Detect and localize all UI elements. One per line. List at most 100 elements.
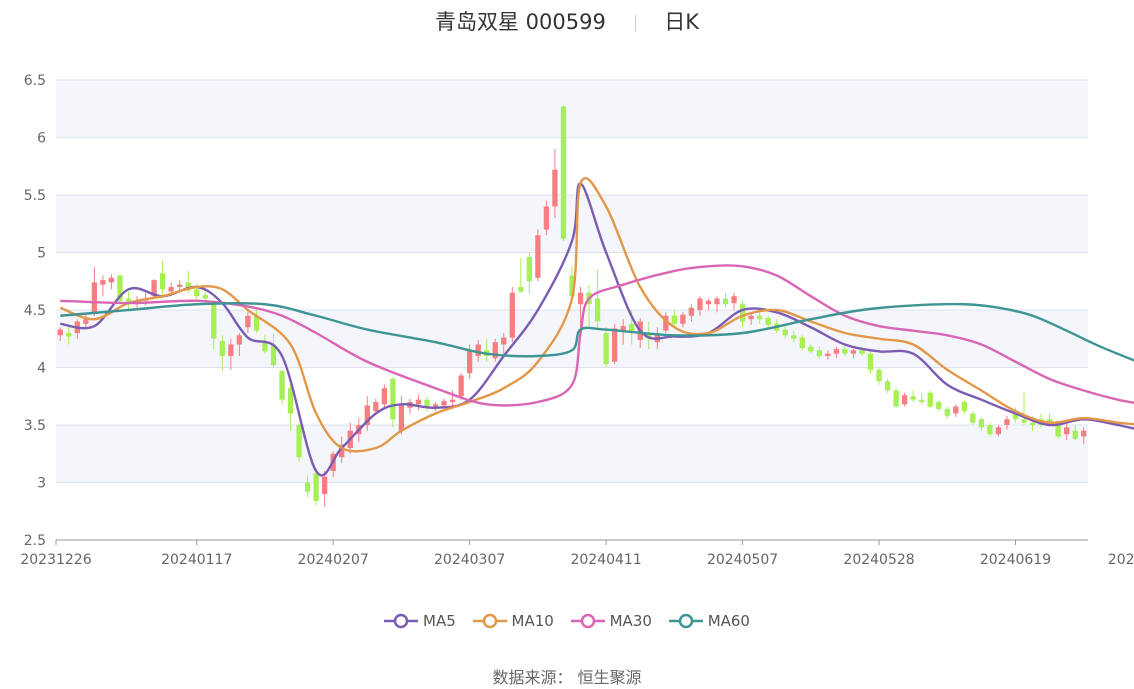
- header-separator: [634, 15, 636, 31]
- legend-label-ma30: MA30: [609, 612, 652, 630]
- legend-item-ma60[interactable]: MA60: [668, 612, 750, 630]
- candle-body: [364, 405, 370, 425]
- candle-body: [714, 298, 720, 305]
- ma30-legend-icon: [570, 613, 605, 629]
- candle-body: [961, 402, 967, 412]
- candle-body: [765, 318, 771, 325]
- candle-body: [594, 298, 601, 322]
- candle-body: [842, 349, 848, 354]
- y-tick-label: 4: [37, 361, 46, 377]
- y-tick-label: 4.5: [24, 303, 46, 319]
- ma10-legend-icon: [472, 613, 507, 629]
- candle-body: [629, 323, 635, 333]
- candle-body: [543, 206, 550, 230]
- candle-body: [245, 315, 251, 328]
- candle-body: [279, 370, 285, 400]
- candle-body: [287, 388, 294, 414]
- candle-body: [884, 381, 891, 391]
- candle-body: [663, 315, 669, 331]
- candle-body: [194, 289, 200, 297]
- candle-body: [467, 350, 473, 374]
- candle-body: [688, 307, 695, 316]
- legend-item-ma5[interactable]: MA5: [384, 612, 456, 630]
- candle-body: [833, 349, 840, 354]
- candle-body: [970, 413, 976, 423]
- candle-body: [57, 329, 63, 336]
- candle-body: [552, 169, 558, 207]
- y-tick-label: 5.5: [24, 188, 46, 204]
- candle-body: [304, 482, 311, 492]
- stock-code: 000599: [525, 10, 606, 34]
- x-tick-label: 20240528: [843, 552, 914, 568]
- candle-body: [876, 369, 882, 382]
- candle-body: [492, 342, 498, 359]
- candle-body: [518, 287, 524, 292]
- candle-body: [791, 335, 797, 339]
- x-tick-label: 20240411: [570, 552, 641, 568]
- source-provider: 恒生聚源: [577, 668, 642, 687]
- legend-label-ma5: MA5: [423, 612, 456, 630]
- candle-body: [799, 337, 805, 348]
- candle-body: [108, 277, 115, 283]
- ma10-legend-circle: [482, 613, 497, 629]
- candle-body: [671, 315, 677, 324]
- candle-body: [620, 326, 626, 331]
- candle-body: [893, 390, 899, 407]
- candle-body: [91, 282, 98, 313]
- candle-body: [236, 335, 243, 345]
- candle-body: [1055, 425, 1061, 437]
- candle-body: [867, 353, 874, 370]
- candle-body: [995, 427, 1002, 435]
- legend-item-ma30[interactable]: MA30: [570, 612, 652, 630]
- candle-body: [1012, 411, 1019, 420]
- candle-body: [612, 328, 618, 362]
- legend-label-ma10: MA10: [511, 612, 554, 630]
- candle-body: [910, 396, 916, 400]
- candle-body: [501, 337, 507, 345]
- candle-body: [168, 287, 174, 292]
- candle-body: [927, 392, 933, 407]
- candle-body: [756, 315, 763, 320]
- y-tick-label: 2.5: [24, 533, 46, 549]
- candle-body: [987, 425, 993, 435]
- candle-body: [1081, 430, 1087, 437]
- candle-body: [577, 292, 584, 305]
- x-tick-label: 20240619: [980, 552, 1051, 568]
- candle-body: [731, 296, 737, 304]
- candle-body: [373, 402, 379, 412]
- candle-body: [475, 344, 481, 356]
- candle-body: [1046, 419, 1053, 423]
- candle-body: [398, 404, 405, 431]
- stock-name: 青岛双星: [434, 10, 519, 34]
- legend: MA5 MA10 MA30 MA60: [0, 612, 1134, 633]
- candle-body: [1029, 422, 1036, 425]
- candle-body: [211, 304, 217, 339]
- candle-body: [125, 298, 132, 305]
- candle-body: [705, 300, 712, 305]
- legend-item-ma10[interactable]: MA10: [472, 612, 554, 630]
- x-axis: 20231226 20240117 20240207 20240307 20240411…: [20, 539, 1134, 568]
- x-tick-label: 20240207: [298, 552, 369, 568]
- x-tick-label: 20240117: [161, 552, 232, 568]
- ma60-line: [60, 301, 1134, 362]
- candle-body: [509, 292, 515, 338]
- candle-body: [339, 444, 345, 458]
- candle-body: [697, 298, 703, 310]
- ma30-legend-circle: [580, 613, 595, 629]
- candle-body: [381, 388, 388, 405]
- y-tick-label: 6.5: [24, 73, 46, 89]
- candle-body: [859, 350, 865, 354]
- y-axis: 2.5 3 3.5 4 4.5 5 5.5 6 6.5: [24, 73, 46, 549]
- candle-body: [1004, 419, 1010, 425]
- candle-body: [390, 379, 396, 420]
- chart-period: 日K: [664, 10, 699, 34]
- candle-body: [441, 400, 447, 406]
- candle-body: [646, 333, 652, 339]
- ma60-legend-circle: [678, 613, 693, 629]
- grid-band: [56, 80, 1088, 138]
- candle-body: [219, 341, 225, 356]
- candle-body: [177, 284, 183, 287]
- candle-body: [83, 319, 89, 324]
- ma30-line: [60, 264, 1134, 407]
- candle-body: [313, 473, 319, 501]
